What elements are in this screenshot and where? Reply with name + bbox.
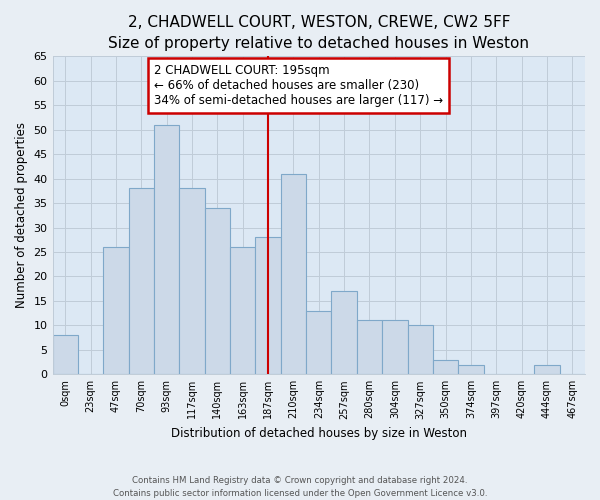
Bar — [281, 174, 306, 374]
Bar — [534, 364, 560, 374]
Bar — [128, 188, 154, 374]
Bar — [230, 247, 256, 374]
Bar — [306, 310, 331, 374]
Bar — [331, 291, 357, 374]
Bar — [179, 188, 205, 374]
X-axis label: Distribution of detached houses by size in Weston: Distribution of detached houses by size … — [171, 427, 467, 440]
Bar — [407, 326, 433, 374]
Bar — [382, 320, 407, 374]
Bar — [433, 360, 458, 374]
Text: Contains HM Land Registry data © Crown copyright and database right 2024.
Contai: Contains HM Land Registry data © Crown c… — [113, 476, 487, 498]
Y-axis label: Number of detached properties: Number of detached properties — [15, 122, 28, 308]
Bar — [154, 125, 179, 374]
Title: 2, CHADWELL COURT, WESTON, CREWE, CW2 5FF
Size of property relative to detached : 2, CHADWELL COURT, WESTON, CREWE, CW2 5F… — [108, 15, 529, 51]
Bar — [205, 208, 230, 374]
Bar — [256, 238, 281, 374]
Bar — [53, 335, 78, 374]
Text: 2 CHADWELL COURT: 195sqm
← 66% of detached houses are smaller (230)
34% of semi-: 2 CHADWELL COURT: 195sqm ← 66% of detach… — [154, 64, 443, 106]
Bar — [458, 364, 484, 374]
Bar — [103, 247, 128, 374]
Bar — [357, 320, 382, 374]
